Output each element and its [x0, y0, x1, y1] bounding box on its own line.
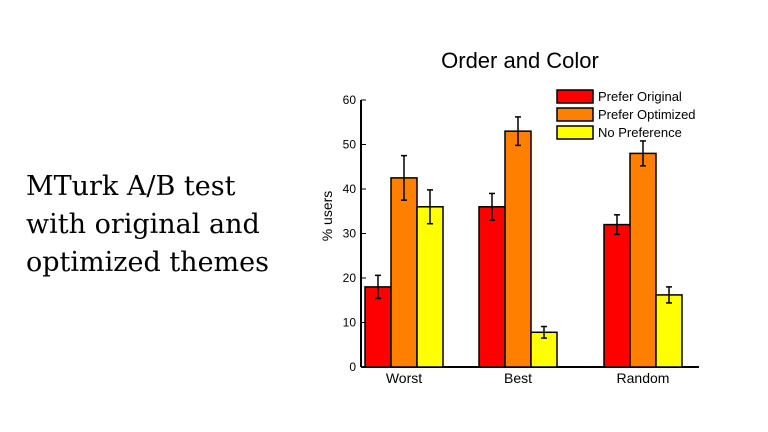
y-tick-label: 0: [349, 360, 356, 374]
y-tick-label: 40: [343, 182, 357, 196]
bar: [478, 206, 506, 368]
slide-text-line: MTurk A/B test: [26, 171, 236, 202]
x-tick-label: Worst: [386, 370, 422, 386]
y-axis-title: % users: [319, 191, 335, 242]
legend-label: Prefer Original: [598, 89, 682, 104]
bar: [629, 152, 657, 368]
legend-label: No Preference: [598, 125, 682, 140]
legend-swatch: [556, 107, 594, 122]
plot-area: 0 10 20 30 40 50 60 Worst Best Random: [343, 93, 699, 386]
y-tick-label: 60: [343, 93, 357, 107]
legend-swatch: [556, 89, 594, 104]
chart-title: Order and Color: [441, 48, 599, 73]
x-tick-label: Best: [504, 370, 532, 386]
slide-text-line: optimized themes: [26, 247, 269, 278]
y-tick-label: 10: [343, 316, 357, 330]
legend-label: Prefer Optimized: [598, 107, 696, 122]
bar: [504, 130, 532, 368]
legend-swatch: [556, 125, 594, 140]
bar: [364, 286, 392, 368]
bar: [390, 177, 418, 368]
slide-text: MTurk A/B test with original and optimiz…: [26, 168, 306, 282]
x-tick-label: Random: [617, 370, 670, 386]
legend: Prefer Original Prefer Optimized No Prefer…: [556, 89, 696, 140]
y-tick-label: 30: [343, 227, 357, 241]
bar: [416, 206, 444, 368]
slide-text-line: with original and: [26, 209, 260, 240]
bar: [603, 223, 631, 368]
y-tick-label: 20: [343, 271, 357, 285]
bar: [655, 294, 683, 368]
y-tick-label: 50: [343, 138, 357, 152]
